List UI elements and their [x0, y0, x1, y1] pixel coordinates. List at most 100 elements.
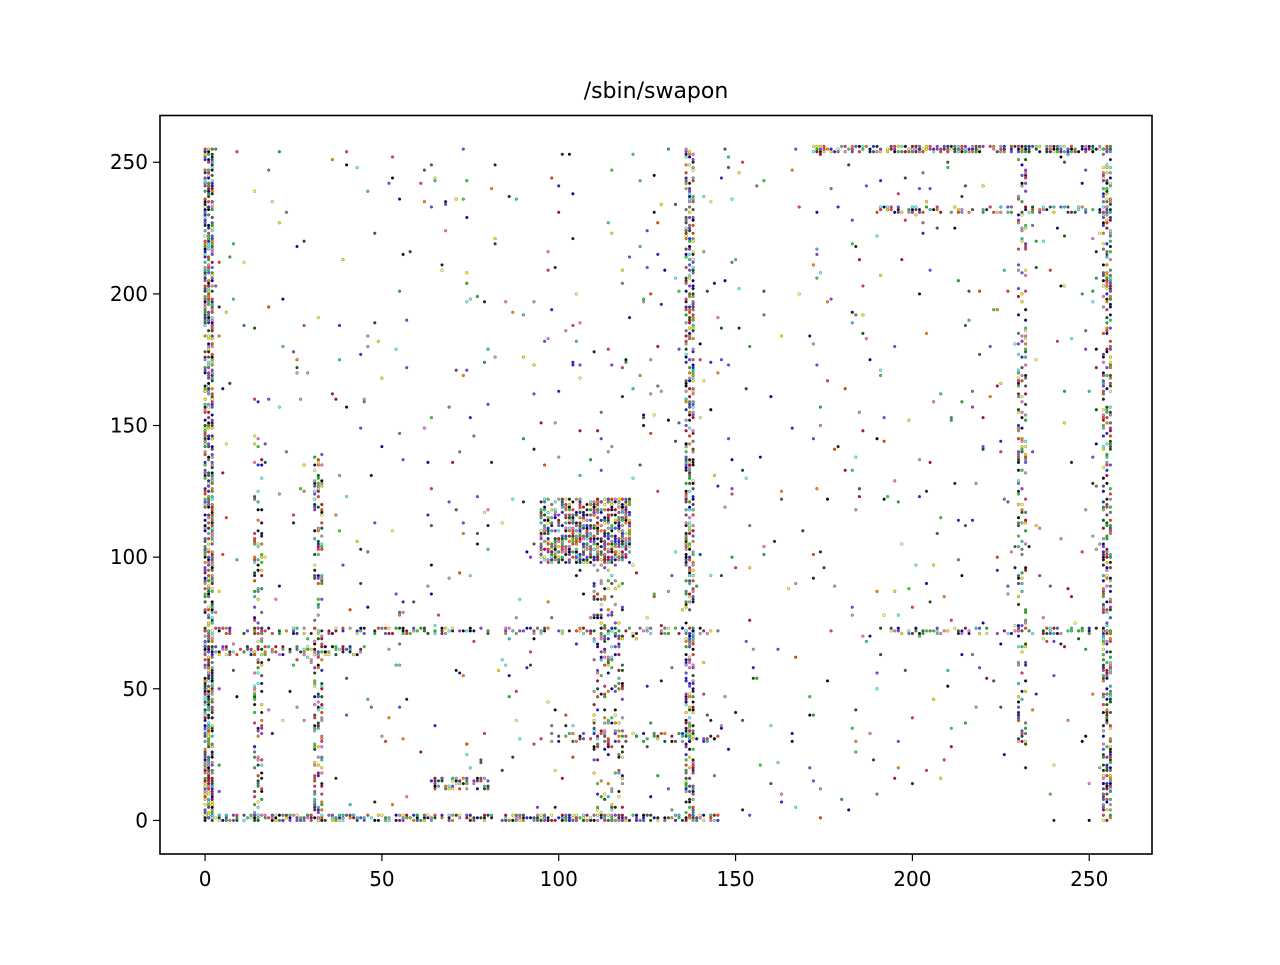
data-point	[1105, 697, 1109, 701]
data-point	[203, 502, 207, 507]
data-point	[210, 634, 214, 638]
data-point	[592, 637, 596, 641]
data-point	[210, 302, 214, 306]
data-point	[302, 818, 306, 822]
data-point	[521, 313, 525, 317]
data-point	[610, 500, 614, 504]
data-point	[543, 818, 547, 822]
data-point	[207, 289, 211, 293]
data-point	[709, 718, 713, 722]
data-point	[210, 252, 214, 256]
data-point	[688, 458, 692, 462]
data-point	[1108, 176, 1112, 180]
data-point	[207, 318, 211, 322]
data-point	[203, 318, 207, 322]
data-point	[313, 552, 317, 557]
data-point	[210, 205, 214, 209]
data-point	[688, 571, 692, 575]
data-point	[617, 621, 621, 625]
data-point	[1020, 373, 1024, 378]
data-point	[210, 700, 214, 704]
data-point	[702, 629, 706, 633]
data-point	[1101, 173, 1105, 177]
data-point	[659, 202, 663, 206]
data-point	[203, 731, 207, 736]
data-point	[684, 671, 688, 675]
data-point	[1105, 460, 1109, 464]
data-point	[203, 205, 207, 209]
data-point	[574, 816, 578, 820]
data-point	[1013, 342, 1017, 346]
data-point	[426, 460, 430, 464]
data-point	[688, 337, 692, 341]
data-point	[539, 816, 543, 820]
data-point	[592, 745, 596, 749]
data-point	[638, 463, 642, 467]
data-point	[560, 510, 564, 514]
data-point	[606, 742, 610, 746]
data-point	[691, 389, 695, 393]
data-point	[1020, 468, 1024, 472]
data-point	[684, 729, 688, 733]
data-point	[603, 542, 607, 546]
data-point	[606, 579, 610, 583]
data-point	[475, 531, 479, 536]
data-point	[617, 721, 621, 725]
data-point	[1013, 629, 1017, 633]
data-point	[613, 508, 617, 512]
data-point	[970, 389, 975, 393]
data-point	[210, 189, 214, 193]
data-point	[320, 547, 324, 551]
data-point	[207, 213, 211, 217]
data-point	[1073, 147, 1077, 151]
data-point	[723, 147, 727, 151]
data-point	[571, 363, 575, 367]
data-point	[620, 558, 624, 562]
data-point	[688, 595, 692, 599]
data-point	[684, 776, 688, 780]
data-point	[207, 208, 211, 212]
data-point	[1105, 331, 1109, 335]
data-point	[210, 215, 214, 220]
data-point	[207, 542, 211, 546]
data-point	[627, 513, 632, 517]
data-point	[953, 205, 957, 209]
data-point	[684, 639, 688, 643]
data-point	[1105, 455, 1109, 459]
data-point	[620, 502, 624, 507]
data-point	[953, 626, 957, 630]
data-point	[468, 818, 472, 822]
data-point	[688, 229, 692, 233]
data-point	[1108, 566, 1112, 570]
data-point	[691, 368, 695, 372]
data-point	[207, 703, 211, 707]
data-point	[879, 208, 883, 212]
data-point	[861, 147, 865, 151]
data-point	[207, 768, 211, 772]
data-point	[207, 708, 211, 712]
data-point	[684, 592, 688, 596]
data-point	[684, 758, 688, 762]
data-point	[1105, 281, 1109, 285]
data-point	[921, 171, 925, 175]
data-point	[592, 510, 596, 514]
data-point	[585, 534, 589, 538]
data-point	[599, 581, 603, 586]
data-point	[574, 547, 578, 551]
data-point	[1020, 437, 1024, 441]
data-point	[1108, 584, 1112, 588]
x-axis: 0 50 100 150 200 250	[199, 854, 1108, 891]
data-point	[627, 316, 632, 320]
data-point	[613, 731, 617, 736]
data-point	[596, 500, 600, 504]
data-point	[688, 426, 692, 430]
data-point	[316, 816, 320, 820]
data-point	[490, 187, 494, 191]
data-point	[889, 144, 893, 148]
data-point	[1031, 223, 1035, 227]
data-point	[1052, 210, 1056, 214]
data-point	[422, 200, 426, 204]
data-point	[422, 629, 426, 633]
data-point	[210, 784, 214, 788]
data-point	[422, 168, 426, 172]
